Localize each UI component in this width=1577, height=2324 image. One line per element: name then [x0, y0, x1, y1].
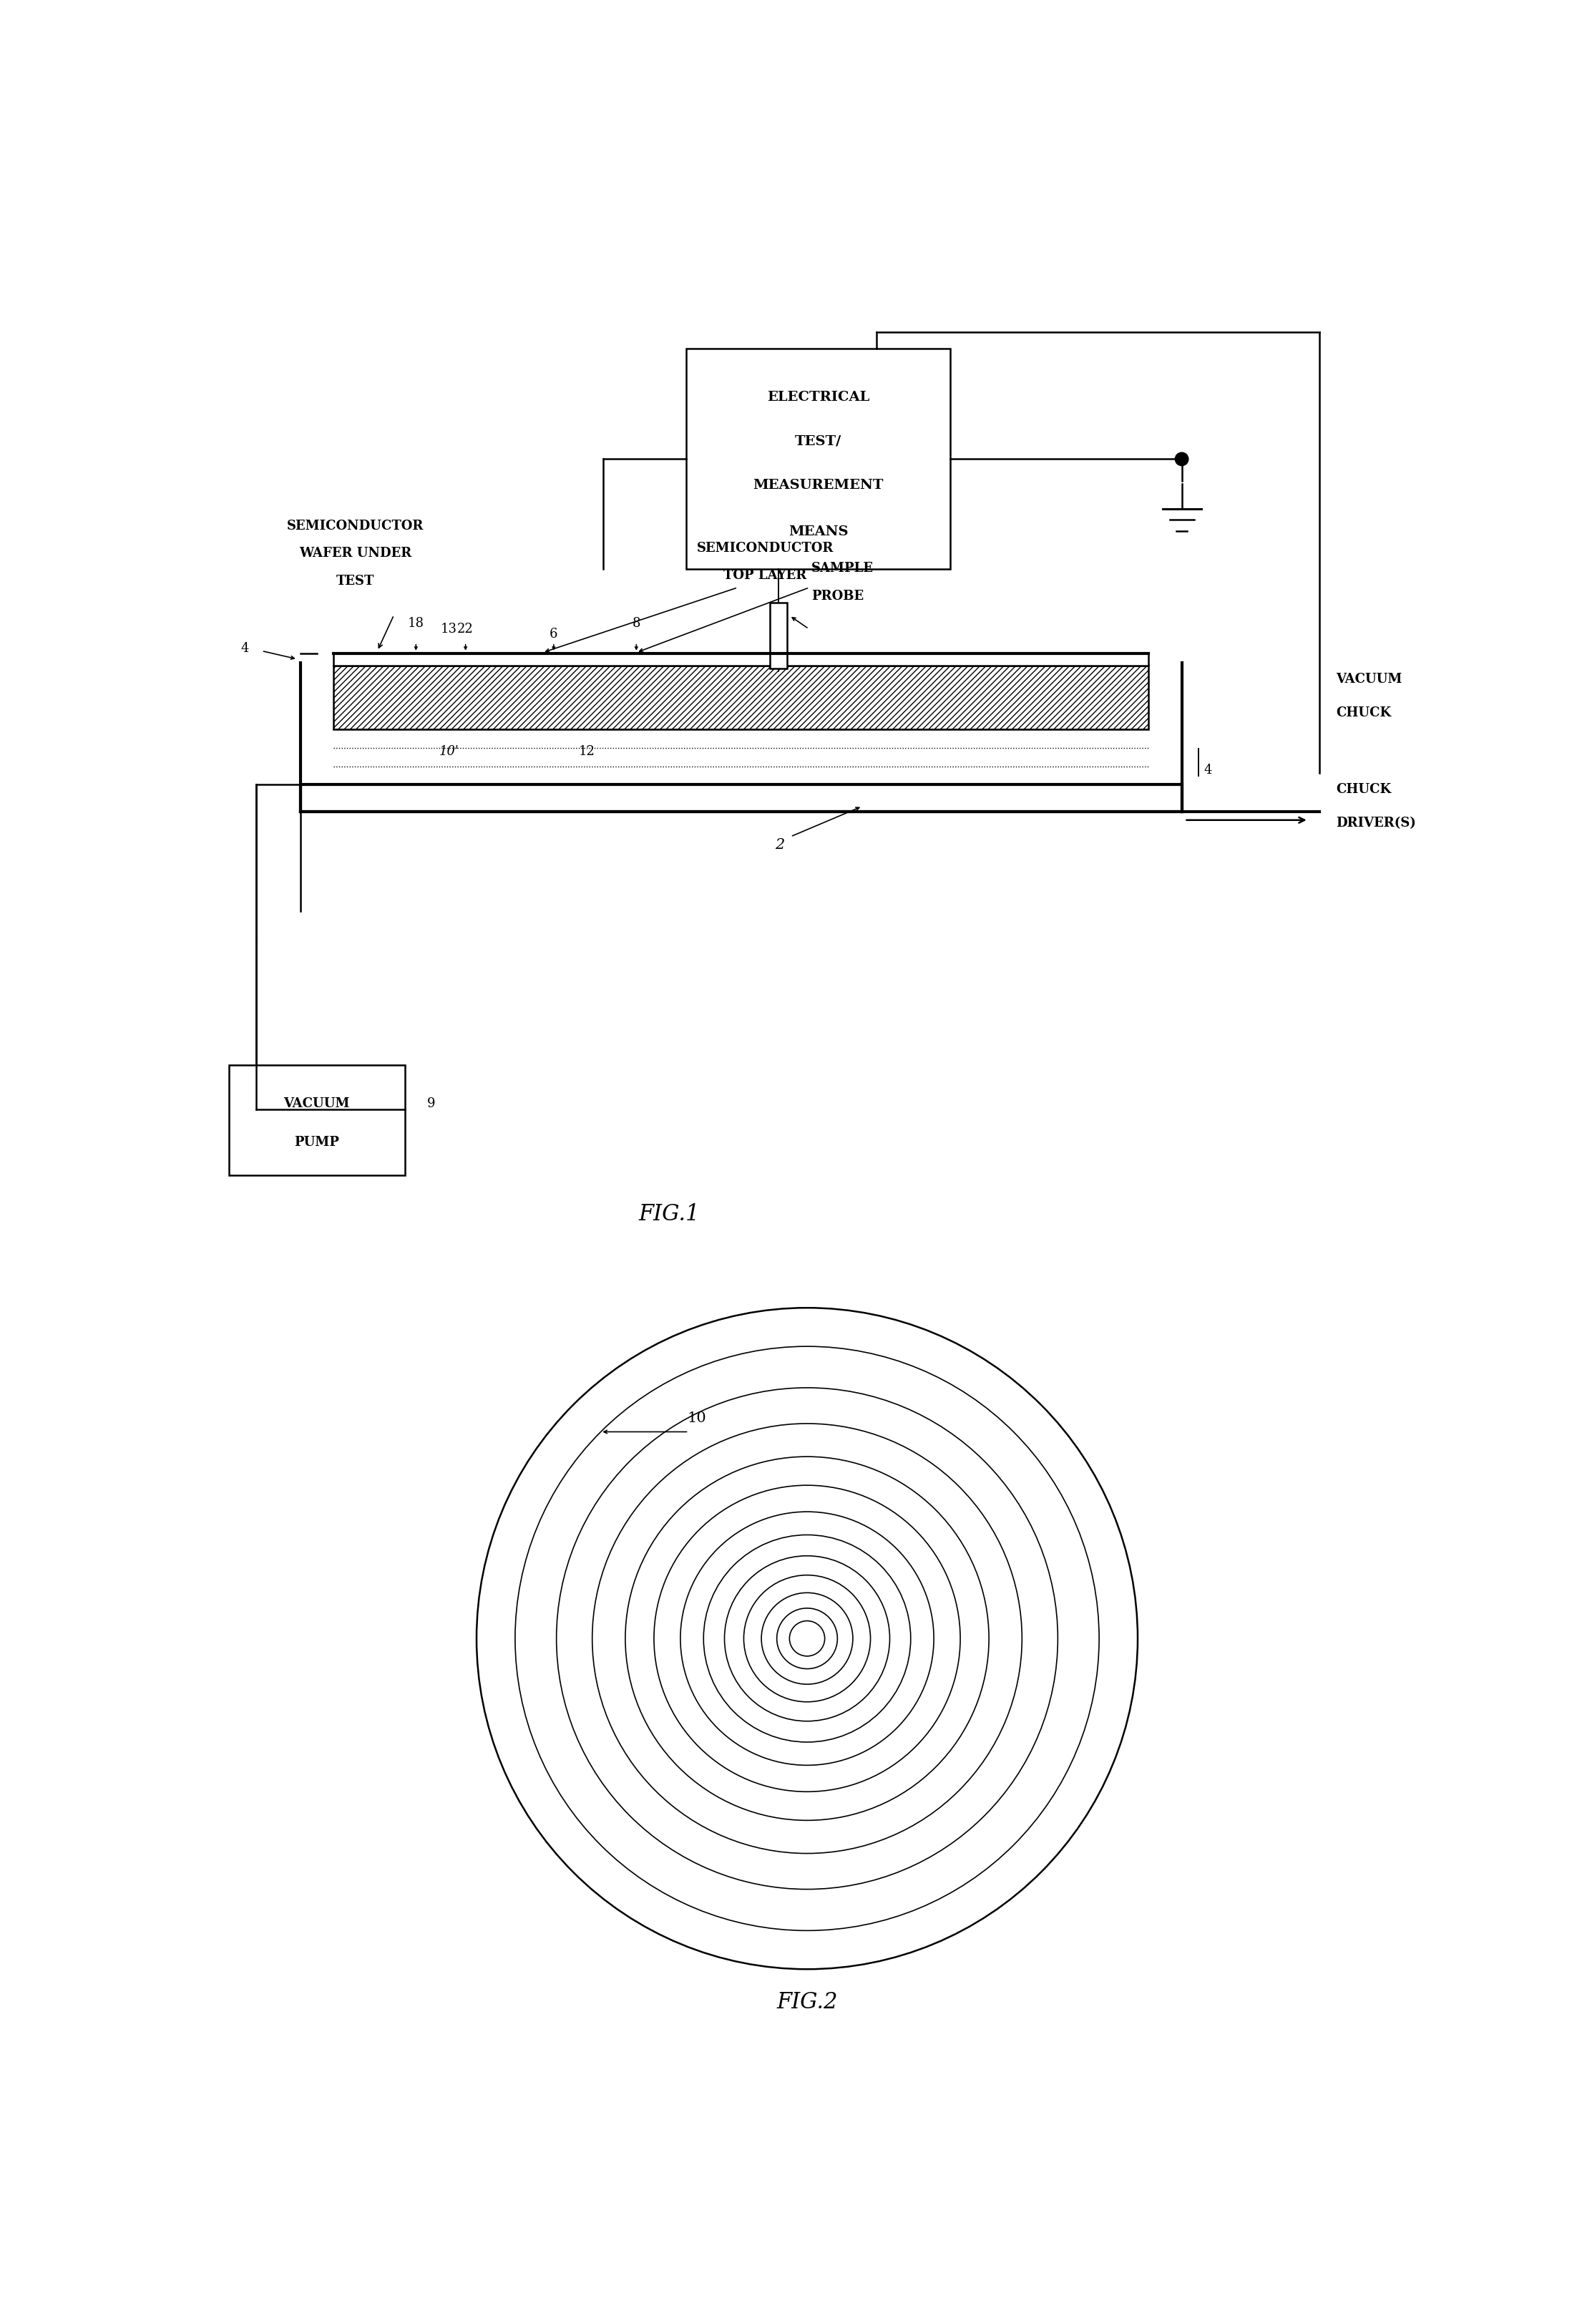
Circle shape [1175, 453, 1189, 465]
Text: DRIVER(S): DRIVER(S) [1336, 816, 1416, 830]
Text: VACUUM: VACUUM [284, 1097, 350, 1111]
FancyBboxPatch shape [300, 783, 1181, 811]
Text: FIG.1: FIG.1 [639, 1204, 700, 1225]
Text: SEMICONDUCTOR: SEMICONDUCTOR [287, 521, 424, 532]
Text: 18: 18 [408, 616, 424, 630]
Text: 4: 4 [241, 641, 249, 655]
Text: PUMP: PUMP [295, 1136, 339, 1148]
Text: 10': 10' [438, 744, 459, 758]
Text: WAFER UNDER: WAFER UNDER [300, 546, 412, 560]
Text: TOP LAYER: TOP LAYER [724, 569, 807, 581]
Text: 10: 10 [688, 1411, 706, 1425]
Text: TEST/: TEST/ [795, 435, 842, 449]
Text: MEANS: MEANS [788, 525, 848, 539]
Text: FIG.2: FIG.2 [776, 1992, 837, 2013]
FancyBboxPatch shape [333, 665, 1148, 730]
Text: MEASUREMENT: MEASUREMENT [752, 479, 883, 493]
Text: 9: 9 [427, 1097, 435, 1111]
Text: CHUCK: CHUCK [1336, 706, 1391, 718]
Text: CHUCK: CHUCK [1336, 783, 1391, 797]
Text: SEMICONDUCTOR: SEMICONDUCTOR [697, 541, 834, 555]
Text: 4: 4 [1203, 765, 1213, 776]
Text: TEST: TEST [336, 574, 374, 588]
Text: 12: 12 [579, 744, 595, 758]
FancyBboxPatch shape [686, 349, 951, 569]
Text: ELECTRICAL: ELECTRICAL [766, 390, 869, 404]
Text: 6: 6 [549, 627, 558, 641]
Text: 22: 22 [457, 623, 473, 634]
Text: VACUUM: VACUUM [1336, 674, 1402, 686]
Text: PROBE: PROBE [812, 590, 864, 602]
Text: 13: 13 [440, 623, 457, 634]
Circle shape [790, 1620, 825, 1657]
Text: 2: 2 [774, 839, 784, 851]
Text: SAMPLE: SAMPLE [812, 562, 874, 574]
FancyBboxPatch shape [770, 602, 787, 669]
FancyBboxPatch shape [229, 1064, 405, 1176]
FancyBboxPatch shape [333, 653, 1148, 665]
Text: 8: 8 [632, 616, 640, 630]
